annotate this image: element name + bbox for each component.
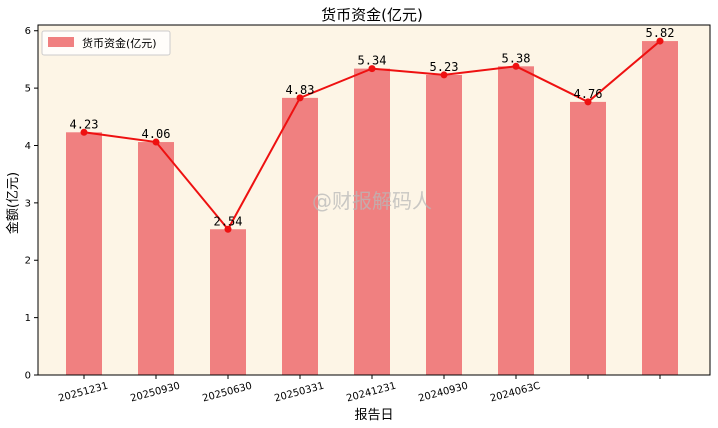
y-tick-label: 2 <box>25 256 31 267</box>
point-20250930 <box>152 138 160 146</box>
bar-20240930 <box>426 74 462 375</box>
x-tick-label: 2024063C <box>489 381 542 405</box>
point-20241231 <box>368 65 376 73</box>
bars-group <box>66 41 678 376</box>
point-20240630 <box>512 62 520 70</box>
y-tick-label: 5 <box>25 84 31 95</box>
x-tick-label: 20250630 <box>201 381 253 405</box>
x-tick-label: 20250331 <box>273 381 325 405</box>
x-tick-label: 20240930 <box>417 381 469 405</box>
point-20251231 <box>80 128 88 136</box>
plot-frame <box>37 24 711 376</box>
y-tick-label: 3 <box>25 198 31 209</box>
bar-20240331 <box>570 101 606 375</box>
data-label-20250930: 4.06 <box>142 127 171 141</box>
x-tick-label: 20250930 <box>129 381 181 405</box>
y-tick-label: 4 <box>25 141 31 152</box>
watermark: @财报解码人 <box>312 189 432 213</box>
legend-label: 货币资金(亿元) <box>82 36 157 50</box>
bar-20250630 <box>210 229 246 375</box>
legend-swatch <box>48 37 74 47</box>
chart-title: 货币资金(亿元) <box>321 6 423 24</box>
bar-20250331 <box>282 97 318 376</box>
bar-20251231 <box>66 132 102 375</box>
x-axis-ticks: 20251231 20250930 20250630 20250331 20241231… <box>57 375 661 405</box>
point-20240331 <box>584 98 592 106</box>
bar-20231231 <box>642 41 678 375</box>
y-axis-ticks: 0 1 2 3 4 5 6 <box>25 26 38 382</box>
data-label-20251231: 4.23 <box>70 117 99 131</box>
point-20250630 <box>224 225 232 233</box>
point-20240930 <box>440 71 448 79</box>
data-label-20250331: 4.83 <box>286 83 315 97</box>
data-label-20240630: 5.38 <box>502 51 531 65</box>
y-tick-label: 0 <box>25 371 31 382</box>
data-label-20240930: 5.23 <box>430 60 459 74</box>
y-tick-label: 1 <box>25 313 31 324</box>
data-label-20241231: 5.34 <box>358 54 387 68</box>
y-axis-label: 金额(亿元) <box>5 172 21 234</box>
bar-20250930 <box>138 142 174 375</box>
x-tick-label: 20241231 <box>345 381 397 405</box>
data-label-20231231: 5.82 <box>646 26 675 40</box>
data-label-20250630: 2.54 <box>214 214 243 228</box>
y-tick-label: 6 <box>25 26 31 37</box>
data-labels-group: 4.23 4.06 2.54 4.83 5.34 5.23 5.38 4.76 5.82 <box>70 26 675 228</box>
x-axis-label: 报告日 <box>354 408 393 423</box>
bar-20241231 <box>354 68 390 375</box>
points-group <box>80 37 664 233</box>
point-20231231 <box>656 37 664 45</box>
legend: 货币资金(亿元) <box>41 30 171 56</box>
point-20250331 <box>296 94 304 102</box>
x-tick-label: 20251231 <box>57 381 109 405</box>
data-label-20240331: 4.76 <box>574 87 603 101</box>
bar-20240630 <box>498 66 534 376</box>
